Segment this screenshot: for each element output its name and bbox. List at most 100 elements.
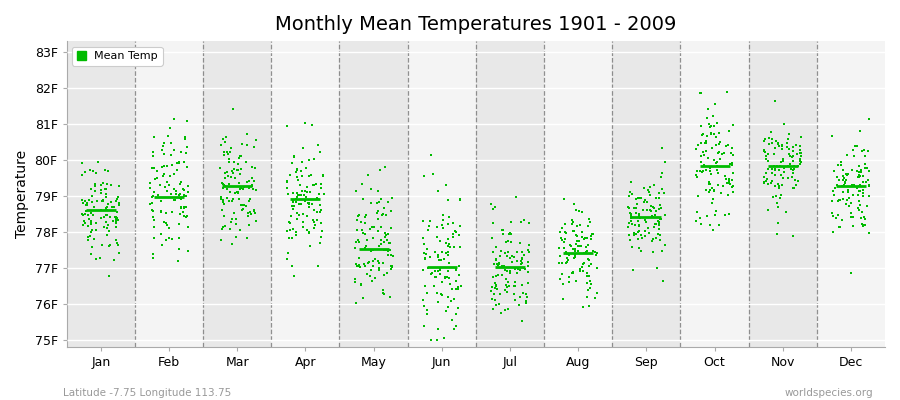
Point <box>430 336 445 343</box>
Point <box>222 148 237 155</box>
Point <box>793 158 807 164</box>
Point <box>384 252 399 258</box>
Point <box>853 167 868 173</box>
Point <box>576 260 590 266</box>
Point <box>160 133 175 139</box>
Point <box>582 272 597 279</box>
Point <box>451 284 465 290</box>
Point <box>213 165 228 171</box>
Point <box>633 194 647 201</box>
Point <box>622 205 636 212</box>
Point <box>580 235 594 241</box>
Point <box>489 297 503 303</box>
Point <box>284 263 299 270</box>
Point <box>709 158 724 165</box>
Point <box>851 192 866 198</box>
Point <box>224 145 238 152</box>
Point <box>554 271 569 278</box>
Point <box>96 224 111 230</box>
Point <box>694 140 708 146</box>
Point <box>218 170 232 177</box>
Point <box>492 301 507 307</box>
Point <box>646 249 661 256</box>
Point <box>232 180 247 186</box>
Point <box>694 158 708 165</box>
Point <box>584 281 598 287</box>
Point <box>631 236 645 242</box>
Point <box>553 229 567 235</box>
Point <box>860 179 874 185</box>
Point <box>225 241 239 247</box>
Point <box>691 192 706 199</box>
Point <box>757 147 771 153</box>
Point <box>243 196 257 202</box>
Point <box>307 181 321 188</box>
Point <box>640 199 654 206</box>
Point <box>778 165 792 171</box>
Point <box>579 248 593 255</box>
Point <box>632 222 646 228</box>
Point <box>552 260 566 266</box>
Point <box>781 146 796 152</box>
Point <box>768 167 782 174</box>
Point <box>507 254 521 260</box>
Point <box>771 140 786 147</box>
Point <box>218 183 232 189</box>
Point <box>725 152 740 159</box>
Point <box>146 152 160 159</box>
Point <box>521 249 535 256</box>
Point <box>291 191 305 198</box>
Point <box>845 166 859 173</box>
Point <box>831 162 845 168</box>
Point <box>296 218 310 225</box>
Point <box>694 221 708 227</box>
Point <box>768 145 782 151</box>
Point <box>580 223 595 229</box>
Point <box>521 259 535 265</box>
Point <box>500 306 515 313</box>
Point <box>452 232 466 238</box>
Point <box>146 165 160 172</box>
Point <box>757 179 771 185</box>
Point <box>779 144 794 150</box>
Point <box>105 204 120 210</box>
Point <box>157 140 171 146</box>
Point <box>701 181 716 187</box>
Point <box>428 274 443 280</box>
Point <box>94 207 109 213</box>
Point <box>437 274 452 281</box>
Point <box>493 248 508 254</box>
Point <box>314 206 328 213</box>
Point <box>568 246 582 252</box>
Point <box>657 190 671 196</box>
Bar <box>749 41 817 347</box>
Point <box>292 212 307 218</box>
Point <box>634 232 648 238</box>
Point <box>158 163 172 169</box>
Point <box>638 232 652 239</box>
Point <box>446 296 461 302</box>
Point <box>151 192 166 198</box>
Point <box>696 167 710 174</box>
Point <box>693 90 707 96</box>
Point <box>433 266 447 272</box>
Point <box>757 136 771 142</box>
Point <box>649 220 663 227</box>
Point <box>844 182 859 188</box>
Point <box>486 306 500 312</box>
Point <box>176 191 191 198</box>
Point <box>715 151 729 157</box>
Point <box>291 177 305 183</box>
Point <box>217 182 231 188</box>
Point <box>359 211 374 218</box>
Point <box>313 185 328 191</box>
Point <box>786 147 800 154</box>
Point <box>703 131 717 137</box>
Point <box>783 160 797 167</box>
Point <box>371 208 385 214</box>
Point <box>565 270 580 276</box>
Point <box>314 234 328 241</box>
Point <box>629 196 643 202</box>
Point <box>518 265 532 272</box>
Point <box>243 209 257 216</box>
